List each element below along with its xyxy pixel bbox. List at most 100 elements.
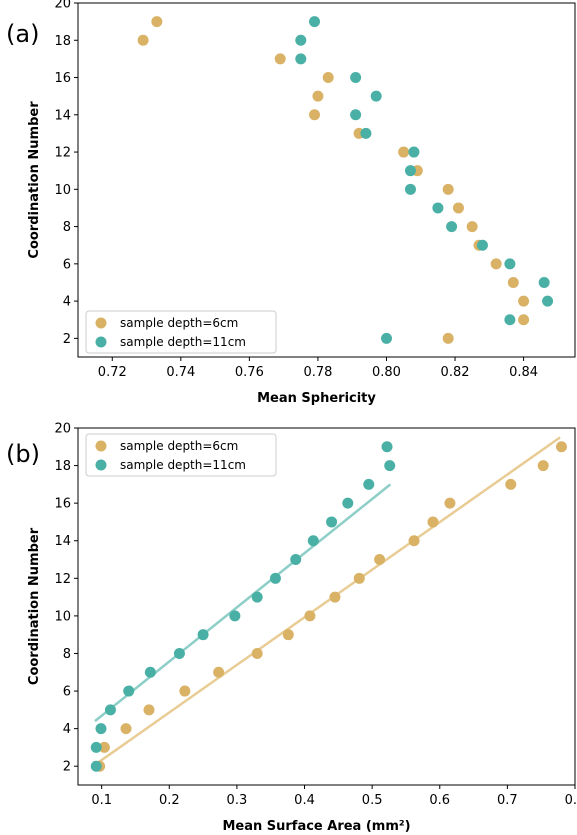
data-point-6cm (408, 535, 420, 547)
data-point-11cm (432, 202, 444, 214)
legend-label: sample depth=6cm (120, 316, 238, 330)
data-point-11cm (295, 53, 307, 65)
y-axis-title: Coordination Number (27, 527, 42, 685)
y-tick-label: 20 (54, 422, 71, 437)
y-tick-label: 20 (54, 0, 71, 12)
data-point-6cm (282, 629, 294, 641)
data-point-11cm (408, 146, 420, 158)
legend-box (85, 310, 277, 354)
data-point-6cm (518, 295, 530, 307)
plot-frame (77, 2, 576, 358)
data-point-11cm (404, 165, 416, 177)
data-point-11cm (90, 741, 102, 753)
x-tick-label: 0.72 (98, 365, 127, 380)
y-tick-label: 10 (54, 183, 71, 198)
panel-label: (b) (6, 440, 40, 468)
data-point-11cm (144, 666, 156, 678)
legend-marker-11cm (95, 459, 107, 471)
x-axis-title: Mean Sphericity (257, 391, 376, 406)
y-tick-label: 12 (54, 572, 71, 587)
data-point-6cm (452, 202, 464, 214)
x-tick-label: 0.82 (441, 365, 470, 380)
y-tick-label: 10 (54, 609, 71, 624)
data-point-6cm (518, 314, 530, 326)
y-tick-label: 14 (54, 108, 71, 123)
data-point-6cm (427, 516, 439, 528)
data-point-11cm (251, 591, 263, 603)
data-point-11cm (380, 332, 392, 344)
y-tick-label: 4 (63, 295, 71, 310)
data-point-6cm (398, 146, 410, 158)
data-point-6cm (179, 685, 191, 697)
data-point-11cm (290, 554, 302, 566)
data-point-11cm (173, 647, 185, 659)
fit-line-11cm (94, 483, 392, 723)
data-point-6cm (505, 478, 517, 490)
data-point-6cm (329, 591, 341, 603)
data-point-11cm (104, 704, 116, 716)
legend-box (85, 433, 277, 477)
data-point-6cm (555, 441, 567, 453)
data-point-11cm (476, 239, 488, 251)
legend-label: sample depth=11cm (120, 335, 246, 349)
data-point-11cm (95, 723, 107, 735)
legend-label: sample depth=11cm (120, 458, 246, 472)
data-point-6cm (309, 109, 321, 121)
x-tick-label: 0.78 (303, 365, 332, 380)
data-point-6cm (353, 572, 365, 584)
y-tick-label: 2 (63, 332, 71, 347)
data-point-11cm (381, 441, 393, 453)
x-tick-label: 0.74 (166, 365, 195, 380)
x-tick-label: 0.8 (565, 793, 577, 808)
data-point-11cm (360, 127, 372, 139)
data-point-6cm (304, 610, 316, 622)
data-point-11cm (446, 221, 458, 233)
data-point-6cm (537, 460, 549, 472)
legend-marker-6cm (95, 440, 107, 452)
x-axis-title: Mean Surface Area (mm²) (222, 819, 410, 834)
data-point-11cm (307, 535, 319, 547)
data-point-11cm (309, 16, 321, 28)
data-point-6cm (444, 497, 456, 509)
data-point-11cm (363, 478, 375, 490)
legend-marker-11cm (95, 336, 107, 348)
x-tick-label: 0.4 (294, 793, 315, 808)
panel-b: 0.1 0.2 0.3 0.4 0.5 0.6 0.7 0.8 2 4 6 8 10 12 14 16 18 20… (6, 422, 577, 835)
data-point-6cm (442, 332, 454, 344)
data-point-6cm (151, 16, 163, 28)
data-point-11cm (123, 685, 135, 697)
x-tick-label: 0.80 (372, 365, 401, 380)
panel-a: 0.72 0.74 0.76 0.78 0.80 0.82 0.84 2 4 6 8 10 12 14 16… (6, 0, 576, 406)
x-tick-label: 0.84 (509, 365, 538, 380)
data-point-11cm (350, 72, 362, 84)
legend-label: sample depth=6cm (120, 439, 238, 453)
legend-marker-6cm (95, 317, 107, 329)
y-tick-label: 2 (63, 760, 71, 775)
y-tick-label: 8 (63, 220, 71, 235)
data-point-11cm (542, 295, 554, 307)
data-point-11cm (326, 516, 338, 528)
plot-frame (77, 427, 576, 786)
data-point-6cm (98, 741, 110, 753)
y-tick-label: 14 (54, 534, 71, 549)
y-tick-label: 6 (63, 257, 71, 272)
data-point-6cm (120, 723, 132, 735)
panel-label: (a) (6, 20, 39, 48)
x-tick-label: 0.1 (91, 793, 112, 808)
data-point-11cm (504, 314, 516, 326)
x-tick-label: 0.2 (159, 793, 180, 808)
data-point-6cm (442, 183, 454, 195)
data-point-6cm (137, 34, 149, 46)
data-point-11cm (350, 109, 362, 121)
data-point-11cm (538, 276, 550, 288)
data-point-6cm (213, 666, 225, 678)
data-point-6cm (143, 704, 155, 716)
data-point-11cm (197, 629, 209, 641)
data-point-6cm (507, 276, 519, 288)
data-point-11cm (504, 258, 516, 270)
data-point-6cm (251, 647, 263, 659)
x-tick-label: 0.3 (227, 793, 248, 808)
data-point-11cm (384, 460, 396, 472)
x-tick-label: 0.76 (235, 365, 264, 380)
